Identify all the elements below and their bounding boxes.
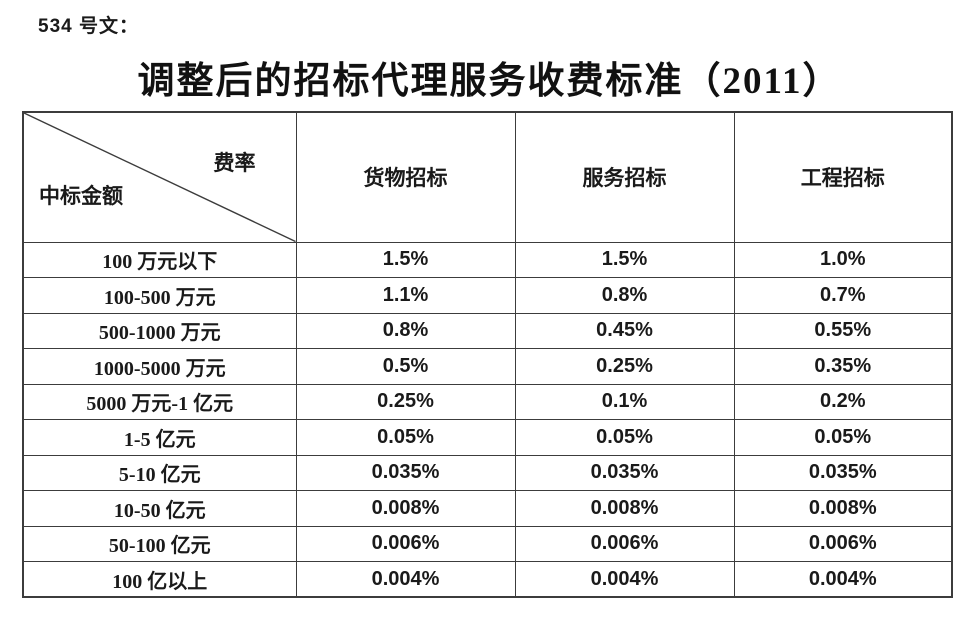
- column-header-goods: 货物招标: [295, 111, 516, 243]
- engineering-rate-cell: 0.004%: [733, 561, 953, 598]
- amount-range-cell: 100-500 万元: [22, 277, 297, 314]
- goods-rate-cell: 0.25%: [295, 383, 516, 420]
- table-row: 1-5 亿元 0.05% 0.05% 0.05%: [22, 419, 953, 456]
- amount-range-cell: 5-10 亿元: [22, 454, 297, 491]
- services-rate-cell: 1.5%: [514, 241, 735, 278]
- corner-label-amount: 中标金额: [39, 183, 123, 208]
- diagonal-corner-cell: 费率 中标金额: [22, 111, 297, 243]
- amount-range-cell: 100 万元以下: [22, 241, 297, 278]
- goods-rate-cell: 0.8%: [295, 312, 516, 349]
- table-row: 5000 万元-1 亿元 0.25% 0.1% 0.2%: [22, 383, 953, 420]
- table-row: 100 亿以上 0.004% 0.004% 0.004%: [22, 561, 953, 598]
- table-row: 50-100 亿元 0.006% 0.006% 0.006%: [22, 525, 953, 562]
- amount-range-cell: 5000 万元-1 亿元: [22, 383, 297, 420]
- services-rate-cell: 0.45%: [514, 312, 735, 349]
- page-title: 调整后的招标代理服务收费标准（2011）: [137, 61, 842, 102]
- goods-rate-cell: 0.05%: [295, 419, 516, 456]
- amount-range-cell: 10-50 亿元: [22, 490, 297, 527]
- goods-rate-cell: 0.006%: [295, 525, 516, 562]
- table-header-row: 费率 中标金额 货物招标 服务招标 工程招标: [22, 111, 953, 243]
- engineering-rate-cell: 0.008%: [733, 490, 953, 527]
- amount-range-cell: 1-5 亿元: [22, 419, 297, 456]
- goods-rate-cell: 1.5%: [295, 241, 516, 278]
- corner-label-rate: 费率: [213, 151, 256, 175]
- services-rate-cell: 0.1%: [514, 383, 735, 420]
- engineering-rate-cell: 0.035%: [733, 454, 953, 491]
- engineering-rate-cell: 0.05%: [733, 419, 953, 456]
- document-number-label: 534 号文：: [38, 16, 139, 37]
- amount-range-cell: 100 亿以上: [22, 561, 297, 598]
- goods-rate-cell: 0.008%: [295, 490, 516, 527]
- amount-range-cell: 50-100 亿元: [22, 525, 297, 562]
- goods-rate-cell: 0.004%: [295, 561, 516, 598]
- diagonal-line: [24, 113, 296, 242]
- table-row: 10-50 亿元 0.008% 0.008% 0.008%: [22, 490, 953, 527]
- services-rate-cell: 0.006%: [514, 525, 735, 562]
- column-header-services: 服务招标: [514, 111, 735, 243]
- services-rate-cell: 0.035%: [514, 454, 735, 491]
- goods-rate-cell: 0.035%: [295, 454, 516, 491]
- engineering-rate-cell: 1.0%: [733, 241, 953, 278]
- table-row: 100-500 万元 1.1% 0.8% 0.7%: [22, 277, 953, 314]
- goods-rate-cell: 0.5%: [295, 348, 516, 385]
- services-rate-cell: 0.05%: [514, 419, 735, 456]
- amount-range-cell: 500-1000 万元: [22, 312, 297, 349]
- table-row: 5-10 亿元 0.035% 0.035% 0.035%: [22, 454, 953, 491]
- services-rate-cell: 0.004%: [514, 561, 735, 598]
- engineering-rate-cell: 0.006%: [733, 525, 953, 562]
- engineering-rate-cell: 0.2%: [733, 383, 953, 420]
- engineering-rate-cell: 0.35%: [733, 348, 953, 385]
- column-header-engineering: 工程招标: [733, 111, 953, 243]
- engineering-rate-cell: 0.7%: [733, 277, 953, 314]
- amount-range-cell: 1000-5000 万元: [22, 348, 297, 385]
- table-row: 500-1000 万元 0.8% 0.45% 0.55%: [22, 312, 953, 349]
- fee-rate-table: 费率 中标金额 货物招标 服务招标 工程招标 100 万元以下 1.5% 1.5…: [22, 111, 953, 598]
- services-rate-cell: 0.25%: [514, 348, 735, 385]
- goods-rate-cell: 1.1%: [295, 277, 516, 314]
- table-row: 100 万元以下 1.5% 1.5% 1.0%: [22, 241, 953, 278]
- engineering-rate-cell: 0.55%: [733, 312, 953, 349]
- table-row: 1000-5000 万元 0.5% 0.25% 0.35%: [22, 348, 953, 385]
- services-rate-cell: 0.8%: [514, 277, 735, 314]
- services-rate-cell: 0.008%: [514, 490, 735, 527]
